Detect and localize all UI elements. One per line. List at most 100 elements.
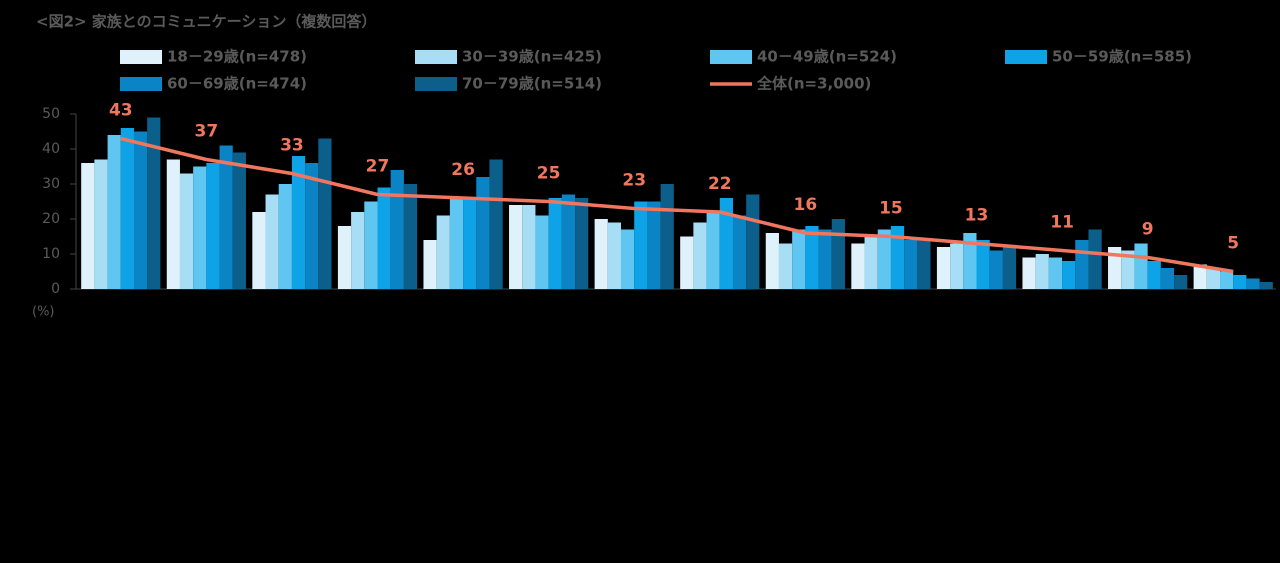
bar xyxy=(1022,257,1036,289)
bar xyxy=(252,212,266,289)
bar xyxy=(147,117,161,289)
data-label: 23 xyxy=(622,171,646,191)
bar xyxy=(706,212,720,289)
legend-swatch xyxy=(415,50,457,64)
bar xyxy=(107,135,121,289)
bar xyxy=(1233,275,1247,289)
bar xyxy=(232,152,246,289)
bar xyxy=(877,229,891,289)
data-label: 11 xyxy=(1050,213,1074,233)
bar xyxy=(732,215,747,289)
bar xyxy=(634,201,648,289)
bar xyxy=(423,240,437,289)
bar xyxy=(1062,261,1076,289)
data-label: 15 xyxy=(879,199,903,219)
y-tick-label: 0 xyxy=(51,281,60,297)
bar xyxy=(1160,268,1175,289)
bar xyxy=(936,247,951,289)
bar xyxy=(1246,278,1260,289)
bar xyxy=(1174,275,1188,289)
legend-swatch xyxy=(415,77,457,91)
legend-swatch xyxy=(120,50,162,64)
legend-label: 70－79歳(n=514) xyxy=(462,75,602,93)
bar xyxy=(778,243,793,289)
bar xyxy=(1048,257,1063,289)
bar xyxy=(765,233,779,289)
bar xyxy=(680,236,694,289)
data-label: 16 xyxy=(794,195,818,215)
bar xyxy=(1002,247,1017,289)
data-label: 37 xyxy=(195,122,219,142)
bar xyxy=(133,131,148,289)
legend-swatch xyxy=(1005,50,1047,64)
bar xyxy=(377,187,391,289)
bar xyxy=(950,243,964,289)
data-label: 26 xyxy=(451,160,475,180)
y-unit: (%) xyxy=(32,305,55,320)
bar xyxy=(337,226,352,289)
bar xyxy=(436,215,450,289)
bar xyxy=(193,166,207,289)
data-label: 33 xyxy=(280,136,304,156)
bar xyxy=(607,222,622,289)
bar xyxy=(904,240,918,289)
bar xyxy=(719,198,733,289)
data-label: 27 xyxy=(366,157,390,177)
bar xyxy=(917,240,931,289)
bar xyxy=(278,184,292,289)
bar xyxy=(831,219,845,289)
bar xyxy=(575,198,589,289)
y-tick-label: 40 xyxy=(42,141,60,157)
bar xyxy=(489,159,503,289)
bar xyxy=(746,194,760,289)
bar xyxy=(1134,243,1148,289)
bar xyxy=(509,205,523,289)
bar xyxy=(693,222,707,289)
bar xyxy=(1206,268,1221,289)
legend-label: 18－29歳(n=478) xyxy=(167,48,307,66)
data-label: 9 xyxy=(1142,220,1154,240)
bar xyxy=(81,163,95,289)
bar xyxy=(1259,282,1273,289)
bar xyxy=(792,229,806,289)
bar xyxy=(1147,261,1161,289)
y-tick-label: 30 xyxy=(42,176,60,192)
bar xyxy=(1075,240,1089,289)
bar xyxy=(621,229,635,289)
bar xyxy=(166,159,180,289)
bar xyxy=(647,201,661,289)
y-tick-label: 50 xyxy=(42,106,60,122)
legend-label: 全体(n=3,000) xyxy=(756,75,871,93)
legend-label: 60－69歳(n=474) xyxy=(167,75,307,93)
legend-label: 50－59歳(n=585) xyxy=(1052,48,1192,66)
bar xyxy=(206,163,220,289)
bar xyxy=(660,184,674,289)
bar xyxy=(476,177,490,289)
bar xyxy=(364,201,378,289)
bar xyxy=(449,198,464,289)
data-label: 22 xyxy=(708,174,732,194)
bar xyxy=(1108,247,1122,289)
bar xyxy=(1193,264,1207,289)
legend-label: 30－39歳(n=425) xyxy=(462,48,602,66)
bar xyxy=(561,194,576,289)
bar xyxy=(351,212,365,289)
bar xyxy=(265,194,279,289)
bar xyxy=(120,128,134,289)
y-tick-label: 20 xyxy=(42,211,60,227)
data-label: 13 xyxy=(965,206,989,226)
bar xyxy=(463,198,477,289)
line xyxy=(120,136,1234,274)
bar xyxy=(179,173,194,289)
legend-swatch xyxy=(710,50,752,64)
bar xyxy=(594,219,608,289)
bar xyxy=(535,215,549,289)
bar xyxy=(1220,271,1234,289)
legend-label: 40－49歳(n=524) xyxy=(757,48,897,66)
bar xyxy=(890,226,905,289)
bar xyxy=(305,163,319,289)
bar xyxy=(805,226,819,289)
bar xyxy=(976,240,990,289)
